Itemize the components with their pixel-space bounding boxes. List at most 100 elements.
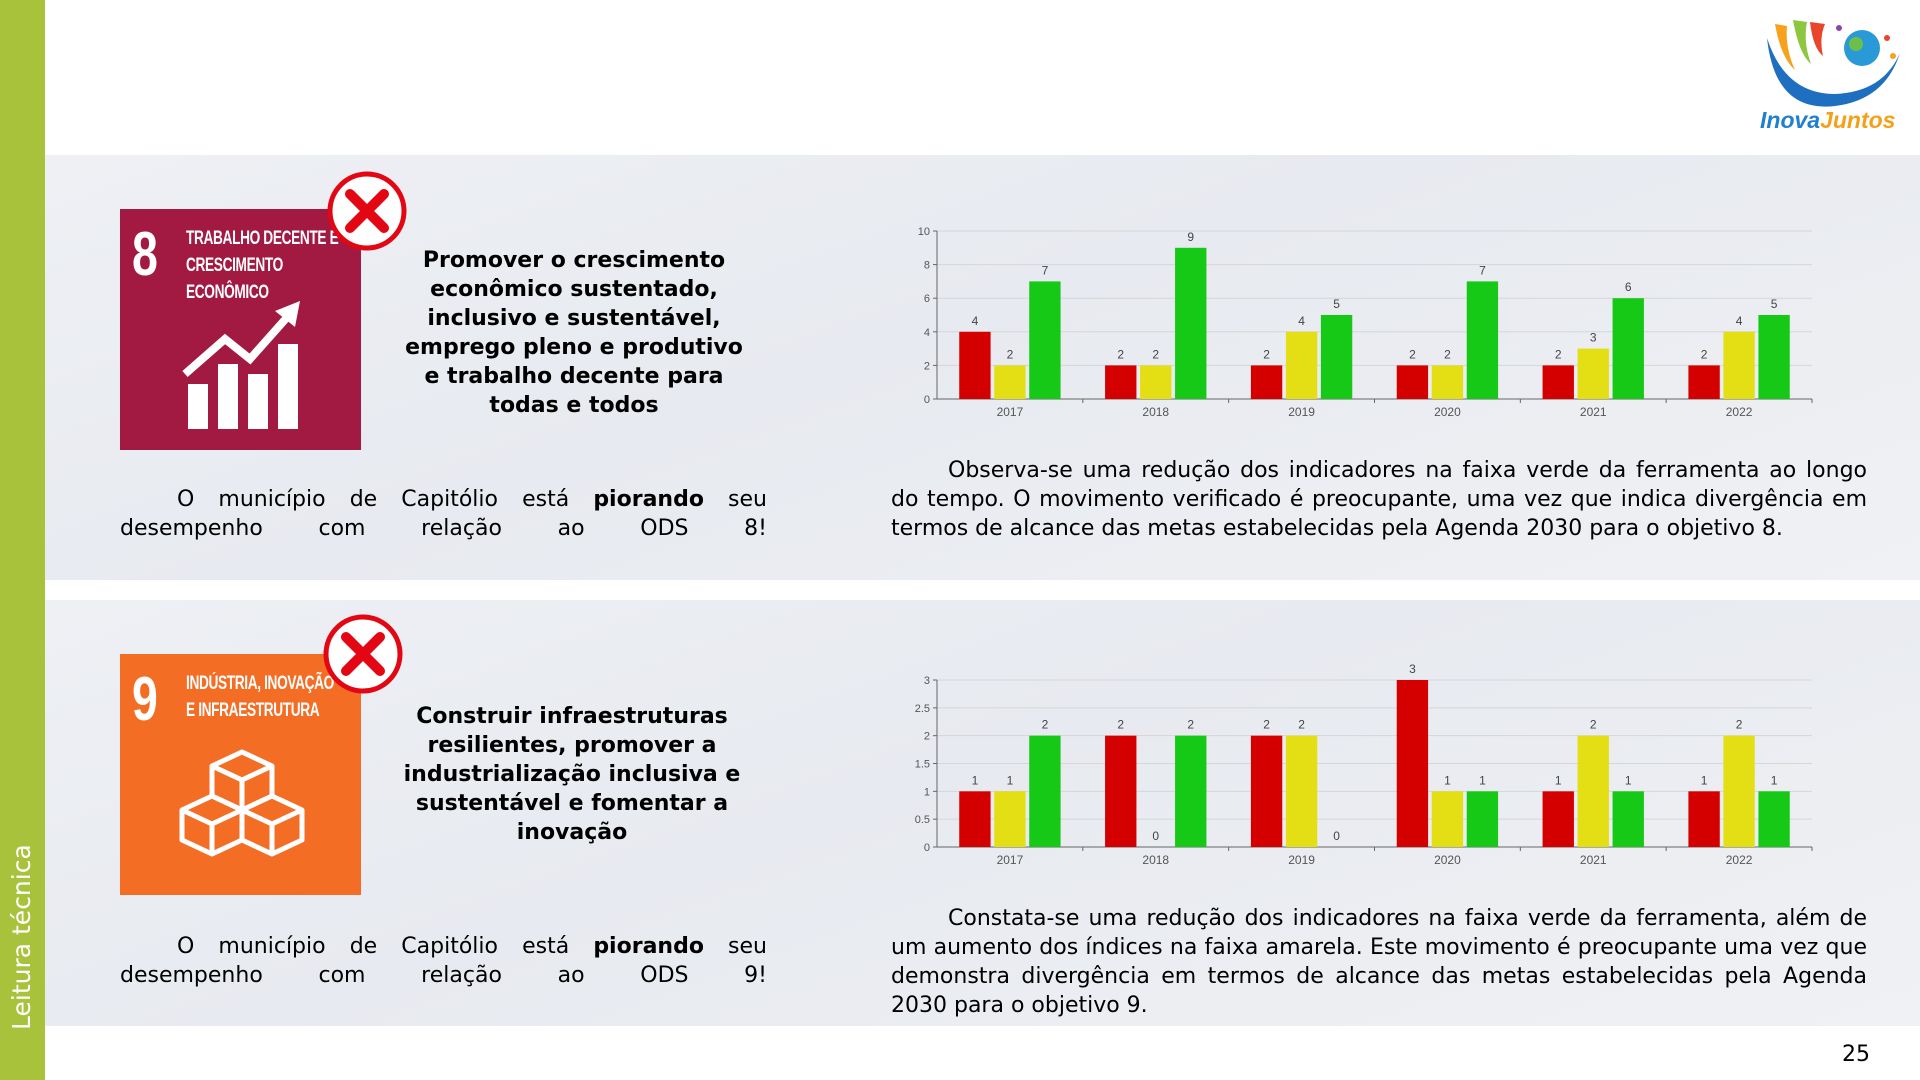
data-label: 0 (1333, 829, 1340, 843)
data-label: 3 (1590, 331, 1597, 345)
y-tick-label: 2 (924, 731, 930, 743)
bar (1466, 281, 1499, 399)
bar (1723, 331, 1755, 399)
sdg-number: 8 (132, 220, 158, 289)
data-label: 2 (1298, 718, 1305, 732)
bar (1612, 298, 1644, 399)
bar (1431, 365, 1464, 399)
data-label: 1 (1479, 773, 1486, 787)
status-after: seu desempenho com relação ao ODS 9! (120, 934, 767, 988)
data-label: 1 (1701, 773, 1708, 787)
data-label: 2 (1590, 718, 1597, 732)
logo-text-2: Juntos (1820, 107, 1895, 133)
data-label: 2 (1263, 718, 1270, 732)
x-tick-label: 2021 (1580, 853, 1607, 867)
sdg-icon: 8 TRABALHO DECENTE E CRESCIMENTO ECONÔMICO (120, 209, 361, 450)
analysis-text: Constata-se uma redução dos indicadores … (891, 906, 1867, 1018)
chart: 0 2 4 6 8 10 2017 4 2 7 2018 2 2 9 2019 2 4 5 2020 2 2 7 2021 2… (918, 226, 1813, 419)
logo-dot (1890, 53, 1896, 59)
data-label: 1 (1771, 773, 1778, 787)
y-tick-label: 2 (924, 360, 930, 372)
y-tick-label: 6 (924, 293, 930, 305)
y-tick-label: 8 (924, 260, 930, 272)
goal-text: Construir infraestruturas resilientes, p… (403, 704, 741, 845)
data-label: 1 (1625, 773, 1632, 787)
data-label: 3 (1409, 662, 1416, 676)
data-label: 2 (1736, 718, 1743, 732)
bar (1758, 791, 1790, 847)
data-label: 7 (1042, 263, 1049, 277)
bar (959, 331, 991, 399)
sdg-title-line: CRESCIMENTO (186, 255, 283, 276)
bar (1285, 331, 1318, 399)
bar (1612, 791, 1644, 847)
y-tick-label: 0.5 (915, 814, 930, 826)
bar (1688, 791, 1720, 847)
data-label: 1 (1555, 773, 1562, 787)
bar (1140, 365, 1172, 399)
sdg-title-line: INDÚSTRIA, INOVAÇÃO (186, 673, 334, 694)
bar (1688, 365, 1720, 399)
status-after: seu desempenho com relação ao ODS 8! (120, 487, 767, 541)
data-label: 2 (1409, 347, 1416, 361)
bar (1285, 735, 1318, 847)
y-tick-label: 2.5 (915, 703, 930, 715)
data-label: 2 (1444, 347, 1451, 361)
data-label: 2 (1187, 718, 1194, 732)
bar (1250, 365, 1283, 399)
data-label: 2 (1263, 347, 1270, 361)
status-before: O município de Capitólio está (177, 487, 570, 512)
data-label: 1 (972, 773, 979, 787)
x-tick-label: 2022 (1726, 853, 1753, 867)
sdg-icon: 9 INDÚSTRIA, INOVAÇÃO E INFRAESTRUTURA (120, 654, 361, 895)
status-before: O município de Capitólio está (177, 934, 570, 959)
x-tick-label: 2021 (1580, 405, 1607, 419)
x-tick-label: 2020 (1434, 853, 1461, 867)
data-label: 4 (1298, 314, 1305, 328)
x-tick-label: 2022 (1726, 405, 1753, 419)
bar (1396, 365, 1429, 399)
logo-dot (1836, 25, 1842, 31)
bar (1577, 735, 1609, 847)
y-tick-label: 1 (924, 786, 930, 798)
goal-text: Promover o crescimento econômico sustent… (405, 248, 743, 418)
bar (1577, 348, 1609, 399)
data-label: 1 (1444, 773, 1451, 787)
bar (1029, 281, 1061, 399)
data-label: 4 (1736, 314, 1743, 328)
x-tick-label: 2018 (1142, 853, 1169, 867)
data-label: 2 (1152, 347, 1159, 361)
data-label: 5 (1771, 297, 1778, 311)
data-label: 2 (1555, 347, 1562, 361)
bar (1542, 365, 1574, 399)
status-bold: piorando (593, 487, 704, 512)
data-label: 2 (1042, 718, 1049, 732)
data-label: 6 (1625, 280, 1632, 294)
data-label: 5 (1333, 297, 1340, 311)
bar (1175, 735, 1207, 847)
logo-dot (1884, 35, 1890, 41)
y-tick-label: 0 (924, 394, 930, 406)
bar (959, 791, 991, 847)
data-label: 1 (1007, 773, 1014, 787)
y-tick-label: 0 (924, 842, 930, 854)
bar (1105, 365, 1137, 399)
data-label: 2 (1701, 347, 1708, 361)
bar (994, 365, 1026, 399)
status-text: O município de Capitólio está piorando s… (120, 485, 767, 543)
sidebar: Leitura técnica (0, 0, 45, 1080)
x-tick-label: 2019 (1288, 405, 1315, 419)
analysis-text: Observa-se uma redução dos indicadores n… (891, 458, 1867, 541)
y-tick-label: 3 (924, 675, 930, 687)
y-tick-label: 1.5 (915, 759, 930, 771)
x-tick-label: 2018 (1142, 405, 1169, 419)
data-label: 0 (1152, 829, 1159, 843)
x-tick-label: 2017 (997, 853, 1024, 867)
sdg-number: 9 (132, 665, 158, 734)
sdg-title-line: ECONÔMICO (186, 282, 269, 303)
sdg-pictogram (179, 749, 305, 857)
sidebar-label: Leitura técnica (7, 844, 36, 1030)
bar (1466, 791, 1499, 847)
